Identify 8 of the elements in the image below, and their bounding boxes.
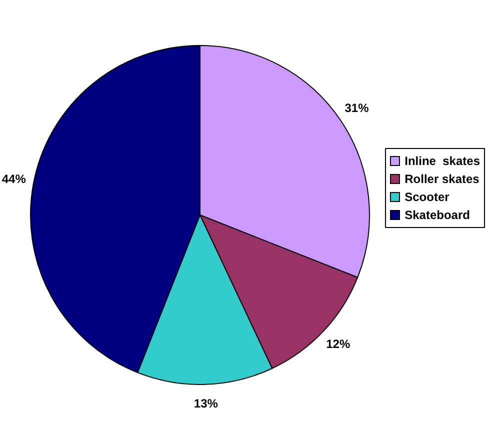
legend-label: Scooter: [404, 190, 450, 204]
data-label: 31%: [344, 100, 370, 115]
data-label: 13%: [194, 396, 218, 411]
legend-label: Skateboard: [404, 208, 470, 222]
data-label: 44%: [2, 172, 26, 186]
legend-label: Inline skates: [404, 154, 480, 168]
data-label: 12%: [326, 337, 350, 352]
legend-label: Roller skates: [404, 172, 480, 186]
